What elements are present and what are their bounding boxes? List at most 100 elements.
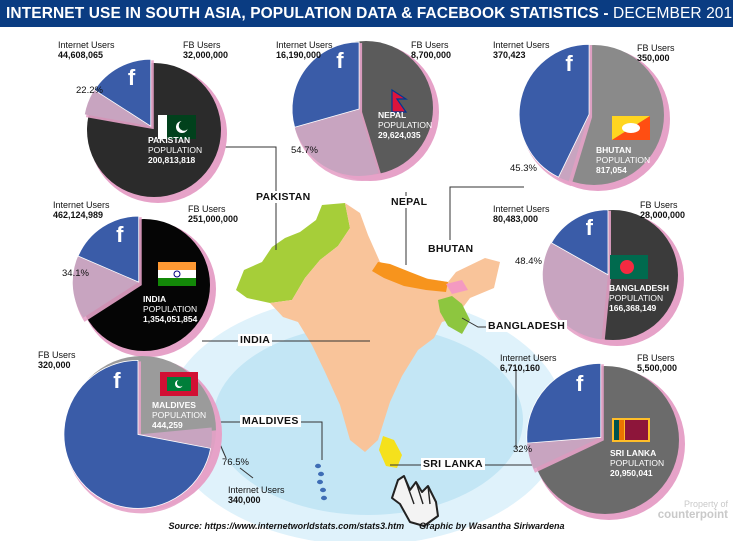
internet-users-caption: Internet Users	[58, 40, 115, 50]
fb-users-caption: FB Users	[411, 40, 449, 50]
maldives-fb-users: FB Users 320,000	[38, 350, 76, 370]
pakistan-fb-users: FB Users 32,000,000	[183, 40, 228, 60]
bangladesh-shape	[438, 296, 470, 334]
maldives-population-value: 444,259	[152, 420, 183, 430]
nepal-population-value: 29,624,035	[378, 130, 421, 140]
flag-part	[625, 420, 648, 440]
india-internet-pct: 34.1%	[62, 268, 89, 279]
map-label-srilanka: SRI LANKA	[421, 458, 485, 470]
pakistan-internet-pct: 22.2%	[76, 85, 103, 96]
bangladesh-fb-users-value: 28,000,000	[640, 209, 686, 220]
internet-users-caption: Internet Users	[53, 200, 110, 210]
maldives-atoll	[320, 487, 326, 493]
maldives-internet-users: Internet Users 340,000	[228, 485, 285, 505]
pakistan-population-label: PAKISTAN POPULATION 200,813,818	[148, 135, 202, 165]
internet-users-caption: Internet Users	[228, 485, 285, 495]
flag-part	[173, 270, 181, 278]
fb-users-caption: FB Users	[640, 200, 678, 210]
pakistan-connector	[218, 146, 277, 250]
facebook-icon: f	[113, 368, 121, 393]
map-label-pakistan: PAKISTAN	[254, 191, 313, 203]
bhutan-population-value: 817,054	[596, 165, 627, 175]
india-pie: f	[72, 215, 216, 357]
population-caption: POPULATION	[596, 155, 651, 165]
pakistan-internet-users-value: 44,608,065	[58, 49, 104, 60]
pakistan-population-value: 200,813,818	[148, 155, 196, 165]
nepal-name: NEPAL	[378, 110, 407, 120]
srilanka-flag-icon	[612, 418, 650, 442]
maldives-name: MALDIVES	[152, 400, 196, 410]
maldives-atoll	[318, 471, 324, 477]
watermark-brand: counterpoint	[657, 509, 728, 521]
india-name: INDIA	[143, 294, 167, 304]
india-flag-icon	[158, 262, 196, 286]
pakistan-name: PAKISTAN	[148, 135, 191, 145]
flag-part	[620, 260, 634, 274]
fb-users-caption: FB Users	[183, 40, 221, 50]
pakistan-pie: f	[84, 58, 227, 203]
hand-pointer-icon	[391, 475, 439, 527]
srilanka-internet-pct: 32%	[513, 444, 533, 455]
nepal-fb-users-value: 8,700,000	[411, 49, 452, 60]
bhutan-internet-users-value: 370,423	[493, 49, 526, 60]
population-caption: POPULATION	[378, 120, 433, 130]
srilanka-population-value: 20,950,041	[610, 468, 653, 478]
bangladesh-internet-users-value: 80,483,000	[493, 213, 539, 224]
india-fb-users-slice	[77, 215, 140, 283]
bhutan-flag-icon	[612, 116, 650, 140]
map-label-nepal: NEPAL	[389, 196, 430, 208]
bhutan-name: BHUTAN	[596, 145, 632, 155]
maldives-atoll	[321, 495, 327, 501]
india-fb-users-value: 251,000,000	[188, 213, 239, 224]
watermark: Property of counterpoint	[646, 499, 728, 522]
pakistan-shape	[236, 203, 350, 303]
nepal-internet-users: Internet Users 16,190,000	[276, 40, 333, 60]
map-label-india: INDIA	[238, 334, 273, 346]
bangladesh-population-value: 166,368,149	[609, 303, 657, 313]
flag-part	[622, 123, 640, 133]
srilanka-fb-users: FB Users 5,500,000	[637, 353, 677, 373]
fb-users-caption: FB Users	[637, 353, 675, 363]
nepal-flag-icon	[391, 88, 409, 113]
bhutan-fb-users-slice	[518, 43, 590, 178]
pie-charts: f f f f f f f	[63, 41, 685, 520]
facebook-icon: f	[128, 65, 136, 90]
bhutan-internet-users: Internet Users 370,423	[493, 40, 550, 60]
source-footer: Source: https://www.internetworldstats.c…	[0, 521, 733, 531]
population-caption: POPULATION	[609, 293, 664, 303]
bangladesh-internet-pct: 48.4%	[515, 256, 542, 267]
bhutan-internet-pct: 45.3%	[510, 163, 537, 174]
page-title: INTERNET USE IN SOUTH ASIA, POPULATION D…	[0, 0, 733, 27]
srilanka-name: SRI LANKA	[610, 448, 657, 458]
nepal-fb-users: FB Users 8,700,000	[411, 40, 452, 60]
bhutan-shape	[446, 280, 468, 294]
bhutan-population-label: BHUTAN POPULATION 817,054	[596, 145, 650, 175]
nepal-internet-users-value: 16,190,000	[276, 49, 322, 60]
nepal-population-label: NEPAL POPULATION 29,624,035	[378, 110, 432, 140]
map-label-maldives: MALDIVES	[240, 415, 301, 427]
fb-users-caption: FB Users	[38, 350, 76, 360]
maldives-fb-users-slice	[63, 359, 212, 509]
internet-users-caption: Internet Users	[493, 204, 550, 214]
flag-part	[158, 278, 196, 286]
internet-users-caption: Internet Users	[493, 40, 550, 50]
bangladesh-population-label: BANGLADESH POPULATION 166,368,149	[609, 283, 669, 313]
flag-part	[391, 88, 409, 113]
srilanka-internet-users-value: 6,710,160	[500, 362, 541, 373]
flag-part	[178, 120, 190, 131]
nepal-shape	[372, 262, 448, 292]
maldives-islands	[315, 463, 327, 501]
maldives-internet-users-value: 340,000	[228, 494, 261, 505]
nepal-fb-users-slice	[291, 41, 360, 128]
flag-part	[619, 420, 624, 440]
population-caption: POPULATION	[610, 458, 665, 468]
maldives-atoll	[315, 463, 321, 469]
bhutan-fb-users: FB Users 350,000	[637, 43, 675, 63]
bangladesh-pie: f	[542, 209, 684, 346]
maldives-internet-pct: 76.5%	[222, 457, 249, 468]
pakistan-internet-users: Internet Users 44,608,065	[58, 40, 115, 60]
population-caption: POPULATION	[148, 145, 203, 155]
bhutan-fb-users-value: 350,000	[637, 52, 670, 63]
